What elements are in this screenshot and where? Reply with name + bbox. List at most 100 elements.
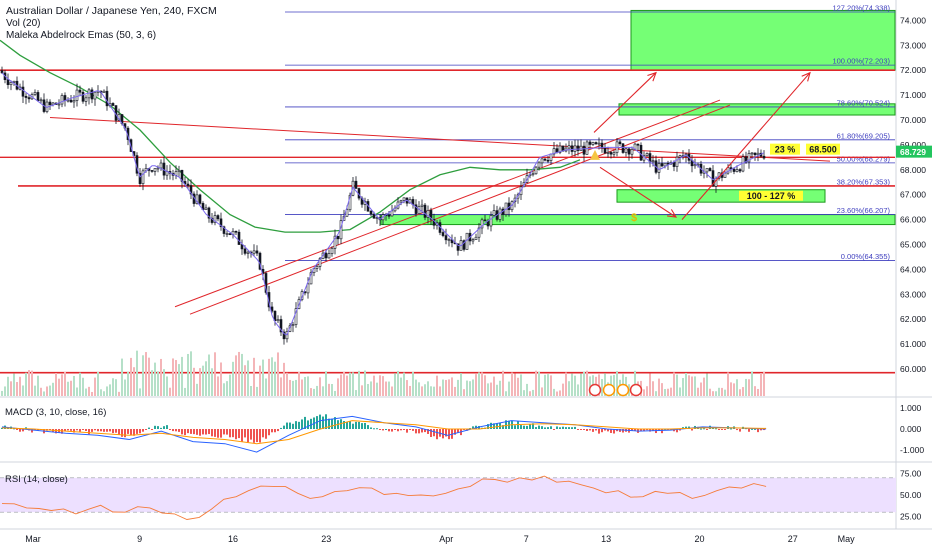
volume-bar <box>352 372 354 396</box>
macd-histogram-bar <box>172 429 174 432</box>
macd-histogram-bar <box>247 429 249 443</box>
volume-bar <box>667 388 669 396</box>
candle-body <box>693 164 697 167</box>
volume-bar <box>391 386 393 396</box>
candle-body <box>315 266 319 269</box>
macd-histogram-bar <box>568 427 570 429</box>
volume-bar <box>331 383 333 396</box>
macd-histogram-bar <box>187 429 189 434</box>
volume-bar <box>196 383 198 396</box>
volume-bar <box>364 370 366 396</box>
candle-body <box>234 230 238 233</box>
macd-histogram-bar <box>619 429 621 432</box>
candle-body <box>246 251 250 254</box>
volume-bar <box>568 381 570 396</box>
macd-histogram-bar <box>127 429 129 434</box>
fibonacci-level-label: 50.00%(68.279) <box>837 154 891 163</box>
candle-body <box>444 235 448 241</box>
macd-histogram-bar <box>577 429 579 430</box>
candle-body <box>90 89 94 100</box>
price-axis-tick: 64.000 <box>900 264 926 274</box>
volume-bar <box>481 372 483 396</box>
candle-body <box>24 95 28 98</box>
macd-histogram-bar <box>373 428 375 430</box>
macd-histogram-bar <box>427 429 429 434</box>
volume-bar <box>160 358 162 396</box>
macd-histogram-bar <box>607 429 609 432</box>
rsi-band <box>0 477 896 513</box>
volume-bar <box>22 385 24 396</box>
macd-histogram-bar <box>304 416 306 429</box>
macd-histogram-bar <box>544 427 546 429</box>
volume-indicator-label[interactable]: Vol (20) <box>6 18 41 29</box>
range-label: 100 - 127 % <box>747 191 796 201</box>
macd-histogram-bar <box>235 429 237 440</box>
volume-bar <box>763 371 765 396</box>
candle-body <box>213 215 217 223</box>
volume-bar <box>304 376 306 396</box>
volume-bar <box>523 390 525 396</box>
macd-pane-label[interactable]: MACD (3, 10, close, 16) <box>5 407 107 418</box>
macd-histogram-bar <box>493 423 495 429</box>
macd-histogram-bar <box>271 429 273 433</box>
macd-histogram-bar <box>415 429 417 434</box>
macd-histogram-bar <box>136 429 138 434</box>
macd-histogram-bar <box>385 428 387 430</box>
volume-bar <box>706 373 708 396</box>
ema-indicator-label[interactable]: Maleka Abdelrock Emas (50, 3, 6) <box>6 30 157 41</box>
candle-body <box>279 319 283 333</box>
macd-histogram-bar <box>91 429 93 432</box>
macd-histogram-bar <box>523 425 525 429</box>
volume-bar <box>709 388 711 396</box>
candle-body <box>606 152 610 154</box>
ema-short-line <box>1 72 765 336</box>
volume-bar <box>361 385 363 396</box>
macd-histogram-bar <box>274 429 276 433</box>
volume-bar <box>685 372 687 396</box>
candle-body <box>225 233 229 235</box>
candle-body <box>540 158 544 164</box>
volume-bar <box>256 386 258 396</box>
volume-bar <box>193 367 195 396</box>
volume-bar <box>133 367 135 396</box>
candle-body <box>81 91 85 102</box>
volume-bar <box>76 387 78 396</box>
volume-bar <box>325 371 327 396</box>
macd-histogram-bar <box>643 429 645 432</box>
candle-body <box>579 145 583 151</box>
macd-histogram-bar <box>436 429 438 440</box>
volume-bar <box>730 382 732 396</box>
time-axis-tick: 7 <box>524 534 529 544</box>
rsi-line <box>1 475 767 520</box>
volume-bar <box>406 380 408 396</box>
macd-histogram-bar <box>232 429 234 438</box>
macd-histogram-bar <box>340 419 342 429</box>
rsi-pane-label[interactable]: RSI (14, close) <box>5 474 68 485</box>
volume-bar <box>502 370 504 396</box>
volume-bar <box>241 353 243 396</box>
macd-histogram-bar <box>406 429 408 433</box>
volume-bar <box>10 381 12 396</box>
candle-body <box>282 331 286 340</box>
volume-bar <box>574 375 576 396</box>
range-label-box <box>739 190 803 201</box>
volume-bar <box>526 383 528 396</box>
volume-bar <box>217 376 219 396</box>
macd-histogram-bar <box>631 429 633 431</box>
time-axis-tick: 13 <box>601 534 611 544</box>
volume-bar <box>583 371 585 396</box>
candle-body <box>12 80 16 83</box>
volume-bar <box>682 378 684 396</box>
candle-body <box>195 194 199 204</box>
macd-histogram-bar <box>520 425 522 429</box>
macd-histogram-bar <box>586 429 588 431</box>
macd-histogram-bar <box>739 429 741 432</box>
candle-body <box>369 210 373 215</box>
candle-body <box>0 70 4 74</box>
macd-histogram-bar <box>100 429 102 432</box>
volume-bar <box>118 391 120 396</box>
macd-histogram-bar <box>514 425 516 429</box>
macd-histogram-bar <box>280 427 282 429</box>
